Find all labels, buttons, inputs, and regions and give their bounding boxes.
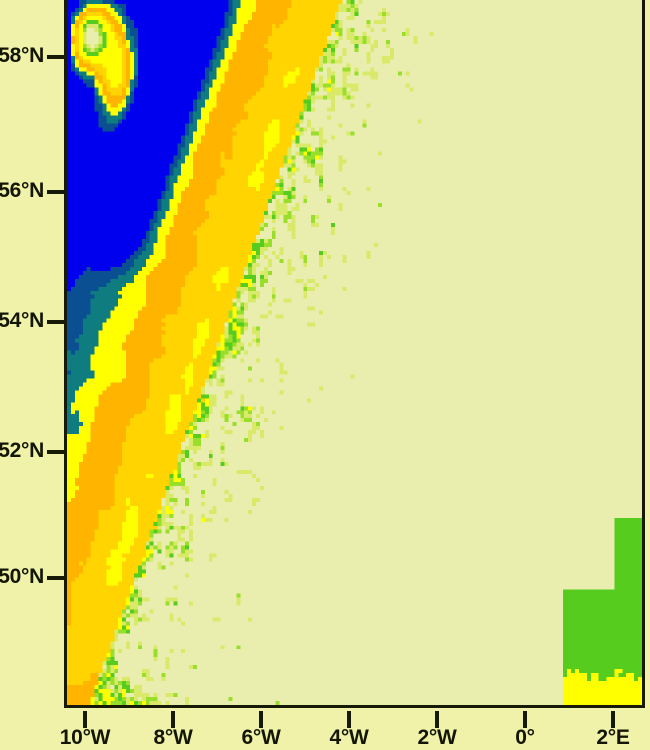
y-tick-label-4: 50°N [0, 565, 44, 588]
x-tick-4 [435, 711, 439, 728]
x-tick-label-3: 4°W [329, 726, 369, 749]
x-tick-2 [259, 711, 263, 728]
y-tick-label-2: 54°N [0, 309, 44, 332]
x-tick-5 [523, 711, 527, 728]
plot-area[interactable] [64, 0, 645, 708]
x-tick-1 [171, 711, 175, 728]
x-tick-0 [83, 711, 87, 728]
x-tick-6 [611, 711, 615, 728]
x-tick-label-5: 0° [515, 726, 535, 749]
x-tick-3 [347, 711, 351, 728]
x-tick-label-0: 10°W [59, 726, 111, 749]
y-tick-4 [47, 576, 64, 580]
y-tick-0 [47, 55, 64, 59]
raster-heatmap-layer [67, 0, 642, 705]
x-tick-label-1: 8°W [153, 726, 193, 749]
x-tick-label-6: 2°E [596, 726, 630, 749]
y-tick-1 [47, 190, 64, 194]
y-tick-2 [47, 320, 64, 324]
y-tick-3 [47, 450, 64, 454]
y-tick-label-1: 56°N [0, 179, 44, 202]
x-tick-label-2: 6°W [241, 726, 281, 749]
x-tick-label-4: 2°W [417, 726, 457, 749]
y-tick-label-3: 52°N [0, 439, 44, 462]
y-tick-label-0: 58°N [0, 44, 44, 67]
